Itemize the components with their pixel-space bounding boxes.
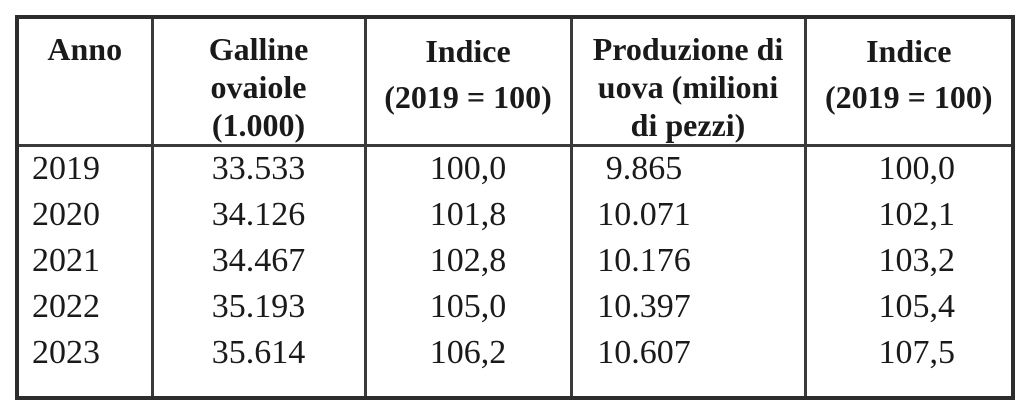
table-row-2019: 2019 33.533 100,0 9.865 100,0 xyxy=(17,145,1013,192)
table-row-2021: 2021 34.467 102,8 10.176 103,2 xyxy=(17,237,1013,284)
galline-cell: 35.193 xyxy=(150,283,365,330)
spacer-cell xyxy=(569,375,805,398)
galline-cell: 34.126 xyxy=(150,191,365,238)
indice-produzione-cell: 103,2 xyxy=(803,237,1013,284)
galline-cell: 33.533 xyxy=(150,145,365,192)
produzione-cell: 10.071 xyxy=(569,191,805,238)
year-cell: 2023 xyxy=(17,329,152,376)
galline-cell: 34.467 xyxy=(150,237,365,284)
indice-galline-cell: 101,8 xyxy=(363,191,571,238)
page: Anno Galline ovaiole (1.000) Indice (201… xyxy=(0,15,1024,415)
indice-produzione-cell: 100,0 xyxy=(803,145,1013,192)
produzione-cell: 10.397 xyxy=(569,283,805,330)
spacer-cell xyxy=(17,375,152,398)
year-cell: 2022 xyxy=(17,283,152,330)
produzione-cell: 10.176 xyxy=(569,237,805,284)
produzione-cell: 9.865 xyxy=(569,145,805,192)
year-cell: 2019 xyxy=(17,145,152,192)
header-produzione-uova: Produzione di uova (milioni di pezzi) xyxy=(569,17,805,147)
table-row-2022: 2022 35.193 105,0 10.397 105,4 xyxy=(17,283,1013,330)
header-anno: Anno xyxy=(17,17,152,147)
egg-production-table: Anno Galline ovaiole (1.000) Indice (201… xyxy=(15,15,1015,400)
header-indice-galline: Indice (2019 = 100) xyxy=(363,17,571,147)
indice-galline-cell: 105,0 xyxy=(363,283,571,330)
indice-galline-cell: 100,0 xyxy=(363,145,571,192)
indice-produzione-cell: 107,5 xyxy=(803,329,1013,376)
spacer-cell xyxy=(150,375,365,398)
produzione-cell: 10.607 xyxy=(569,329,805,376)
spacer-row xyxy=(17,375,1013,398)
year-cell: 2020 xyxy=(17,191,152,238)
header-galline-ovaiole: Galline ovaiole (1.000) xyxy=(150,17,365,147)
indice-galline-cell: 102,8 xyxy=(363,237,571,284)
table-row-2020: 2020 34.126 101,8 10.071 102,1 xyxy=(17,191,1013,238)
header-row: Anno Galline ovaiole (1.000) Indice (201… xyxy=(17,17,1013,147)
spacer-cell xyxy=(803,375,1013,398)
year-cell: 2021 xyxy=(17,237,152,284)
indice-galline-cell: 106,2 xyxy=(363,329,571,376)
table-row-2023: 2023 35.614 106,2 10.607 107,5 xyxy=(17,329,1013,376)
galline-cell: 35.614 xyxy=(150,329,365,376)
indice-produzione-cell: 105,4 xyxy=(803,283,1013,330)
header-indice-uova: Indice (2019 = 100) xyxy=(803,17,1013,147)
indice-produzione-cell: 102,1 xyxy=(803,191,1013,238)
spacer-cell xyxy=(363,375,571,398)
